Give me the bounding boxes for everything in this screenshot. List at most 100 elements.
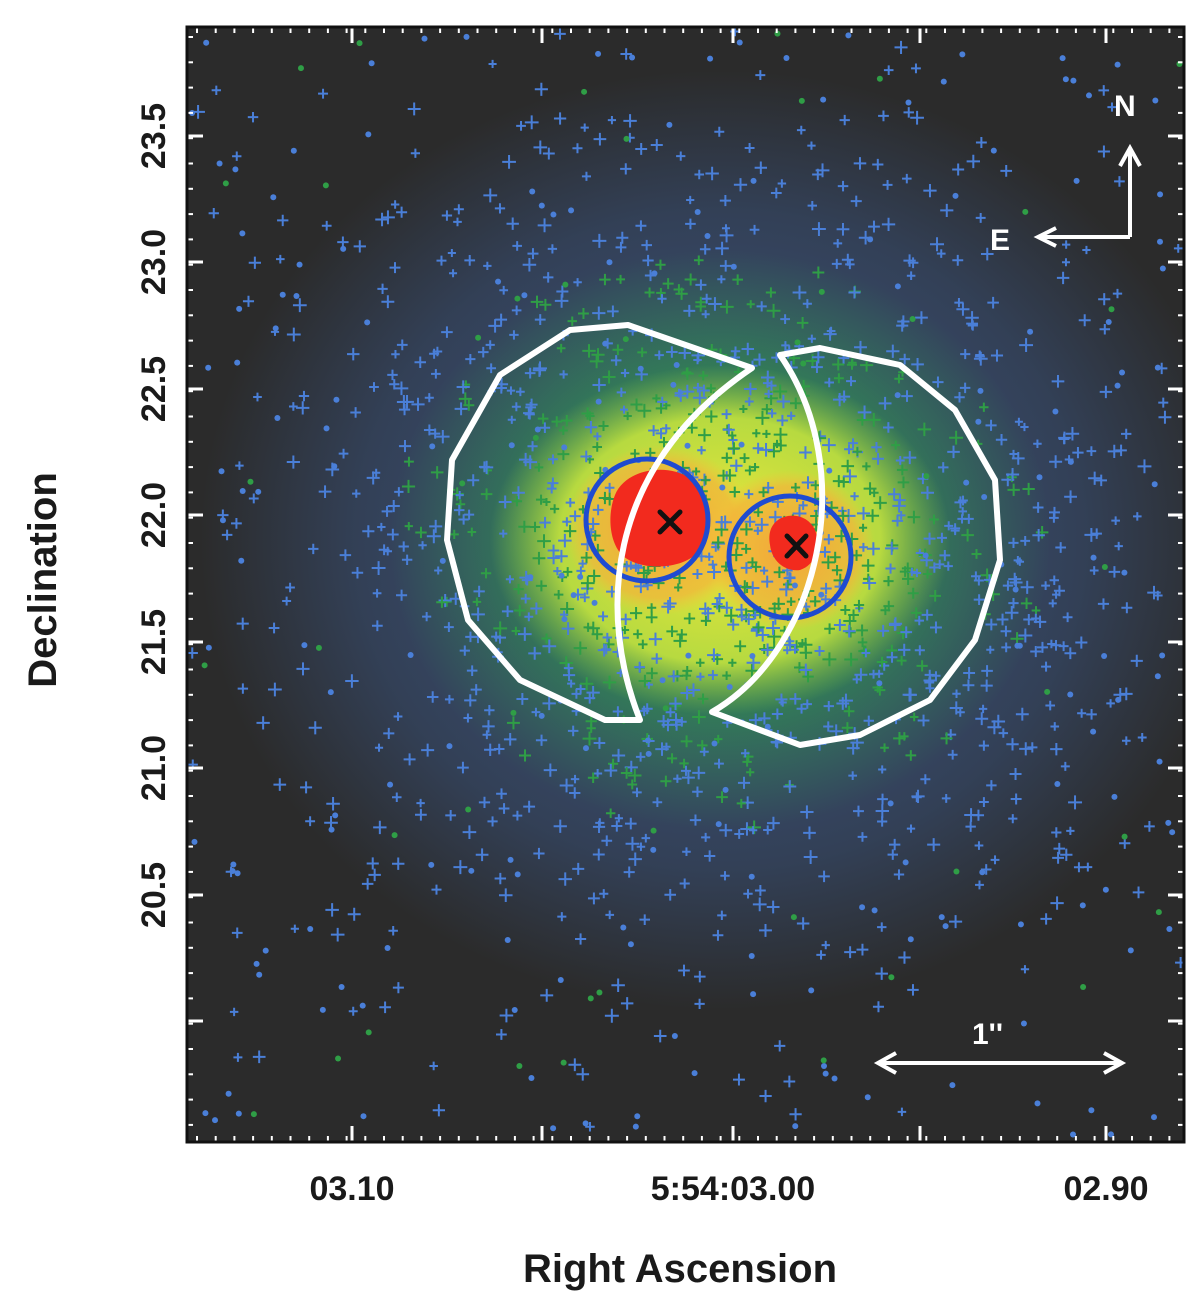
photon-count (679, 878, 690, 889)
photon-count (1158, 410, 1172, 424)
photon-count (1147, 585, 1161, 600)
photon-count (646, 667, 658, 680)
photon-count (953, 868, 960, 875)
photon-count (516, 693, 529, 705)
photon-count (763, 825, 773, 835)
photon-count (1154, 364, 1161, 371)
photon-count (949, 430, 964, 445)
photon-count (569, 510, 581, 522)
photon-count (577, 573, 584, 580)
photon-count (732, 1073, 745, 1086)
photon-count (556, 343, 566, 353)
photon-count (824, 623, 835, 635)
photon-count (443, 622, 454, 633)
photon-count (1020, 597, 1033, 609)
photon-count (511, 402, 521, 412)
photon-count (821, 594, 831, 605)
photon-count (720, 871, 730, 881)
photon-count (439, 557, 446, 564)
photon-count (641, 703, 653, 715)
photon-count (809, 595, 821, 607)
photon-count (682, 367, 692, 377)
photon-count (647, 603, 657, 613)
photon-count (766, 621, 781, 635)
photon-count (580, 592, 590, 603)
photon-count (954, 496, 967, 509)
photon-count (765, 287, 776, 298)
photon-count (730, 263, 737, 270)
photon-count (222, 180, 229, 187)
photon-count (432, 1104, 446, 1117)
photon-count (792, 285, 807, 300)
photon-count (429, 443, 436, 450)
photon-count (581, 171, 591, 181)
photon-count (438, 593, 452, 608)
photon-count (783, 1075, 796, 1088)
photon-count (657, 294, 667, 304)
photon-count (767, 816, 780, 830)
photon-count (1014, 642, 1021, 649)
photon-count (540, 988, 554, 1002)
photon-count (637, 365, 644, 372)
photon-count (949, 1082, 956, 1089)
photon-count (423, 424, 435, 436)
photon-count (893, 869, 905, 880)
photon-count (1159, 652, 1166, 659)
source-circle-west (726, 493, 854, 621)
photon-count (914, 615, 924, 626)
photon-count (796, 703, 807, 714)
photon-count (236, 305, 243, 312)
photon-count (629, 54, 636, 61)
photon-count (623, 135, 630, 142)
photon-count (601, 644, 612, 655)
photon-count (421, 35, 428, 42)
photon-count (554, 28, 566, 40)
photon-count (581, 88, 588, 95)
photon-count (645, 750, 652, 757)
photon-count (980, 247, 994, 261)
photon-count (780, 314, 790, 324)
photon-count (790, 914, 797, 921)
photon-count (666, 625, 678, 638)
photon-count (940, 78, 947, 85)
photon-count (611, 820, 623, 832)
photon-count (774, 1040, 786, 1052)
photon-count (920, 774, 931, 785)
source-marker-west (784, 533, 809, 559)
photon-count (1053, 842, 1066, 855)
photon-count (782, 579, 793, 590)
photon-count (883, 65, 894, 75)
photon-count (494, 203, 506, 214)
photon-count (374, 743, 384, 752)
plot-frame (185, 25, 1186, 1144)
photon-count (714, 758, 724, 769)
photon-count (685, 218, 696, 230)
photon-count (1000, 165, 1013, 177)
photon-count (973, 594, 985, 606)
photon-count (225, 1090, 232, 1097)
photon-count (582, 731, 597, 746)
photon-count (554, 294, 569, 308)
photon-count (863, 715, 874, 726)
photon-count (692, 766, 706, 780)
photon-count (791, 582, 798, 589)
photon-count (599, 889, 609, 899)
photon-count (739, 404, 748, 414)
photon-count (930, 621, 942, 634)
photon-count (542, 272, 554, 283)
photon-count (897, 1107, 907, 1117)
photon-count (593, 132, 607, 146)
photon-count (411, 397, 425, 411)
y-tick-label: 22.0 (135, 482, 173, 548)
photon-count (907, 984, 919, 996)
photon-count (1105, 318, 1112, 325)
photon-count (558, 872, 572, 886)
photon-count (268, 622, 280, 634)
photon-count (1032, 528, 1045, 542)
photon-count (642, 254, 654, 267)
photon-count (796, 125, 806, 135)
photon-count (937, 462, 949, 473)
photon-count (353, 240, 366, 253)
photon-count (705, 410, 718, 423)
photon-count (387, 528, 399, 541)
